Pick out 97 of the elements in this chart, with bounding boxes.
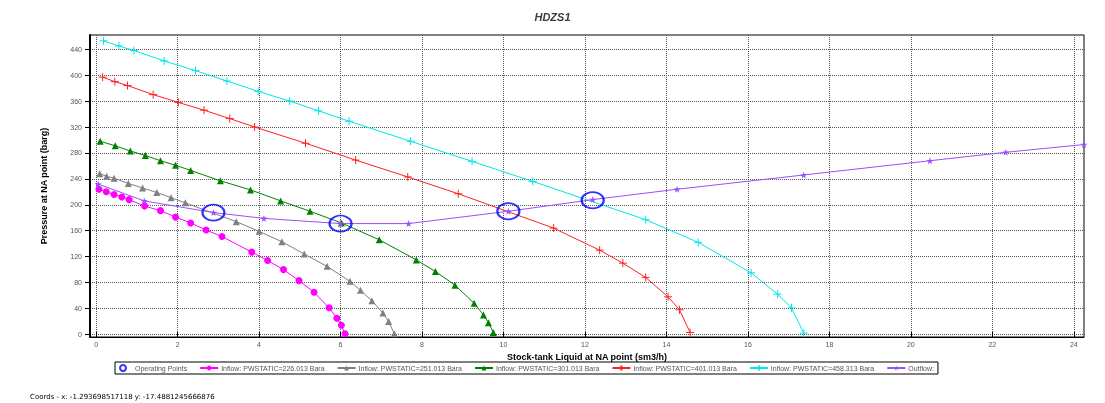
point — [467, 156, 477, 166]
point — [148, 90, 158, 100]
point — [300, 250, 308, 258]
point — [773, 289, 783, 299]
point — [172, 161, 180, 169]
point — [663, 292, 673, 302]
point — [799, 328, 809, 338]
point — [140, 197, 148, 205]
point — [451, 281, 459, 289]
point — [222, 76, 232, 86]
point — [470, 299, 478, 307]
point — [489, 328, 497, 336]
point — [153, 188, 161, 196]
point — [110, 174, 118, 182]
point — [323, 262, 331, 270]
point — [528, 176, 538, 186]
point — [118, 193, 126, 201]
point — [787, 303, 796, 313]
point — [641, 215, 651, 225]
point — [248, 248, 256, 256]
point — [306, 207, 314, 215]
point — [218, 233, 226, 241]
point — [328, 214, 353, 233]
point — [141, 202, 149, 210]
point — [122, 81, 132, 91]
point — [201, 203, 226, 222]
point — [225, 114, 235, 124]
point — [125, 196, 133, 204]
point — [280, 266, 287, 274]
point — [98, 72, 108, 82]
point — [333, 314, 341, 322]
point — [94, 180, 102, 188]
point — [110, 190, 118, 198]
y-axis-title: Pressure at NA point (barg) — [38, 127, 49, 245]
point — [172, 213, 180, 221]
point — [431, 268, 439, 276]
point — [114, 41, 124, 51]
x-axis-title: Stock-tank Liquid at NA point (sm3/h) — [506, 352, 668, 363]
point — [549, 223, 559, 233]
point — [496, 202, 521, 221]
point — [250, 122, 260, 132]
point — [98, 36, 108, 46]
point — [295, 277, 303, 285]
point — [156, 157, 164, 165]
point — [618, 258, 628, 268]
point — [314, 106, 324, 116]
point — [247, 186, 255, 194]
point — [102, 188, 110, 196]
point — [580, 191, 605, 210]
point — [325, 304, 333, 312]
point — [110, 77, 120, 87]
point — [103, 172, 111, 180]
point — [484, 319, 492, 327]
point — [379, 309, 387, 317]
point — [159, 56, 169, 66]
point — [129, 46, 139, 56]
point — [357, 286, 364, 294]
point — [191, 66, 201, 76]
point — [1002, 148, 1010, 156]
point — [337, 321, 345, 329]
point — [278, 238, 286, 246]
point — [344, 116, 354, 126]
point — [674, 305, 684, 315]
point — [285, 96, 295, 106]
point — [341, 330, 349, 338]
point — [685, 327, 695, 337]
point — [187, 166, 195, 174]
point — [480, 311, 488, 319]
point — [96, 137, 104, 145]
point — [368, 297, 376, 305]
point — [346, 277, 354, 285]
point — [385, 317, 393, 325]
point — [301, 138, 310, 148]
point — [693, 237, 703, 247]
point — [926, 157, 934, 165]
point — [800, 171, 808, 179]
point — [124, 179, 132, 187]
point — [673, 185, 681, 193]
point — [141, 152, 149, 160]
point — [199, 105, 209, 115]
point — [595, 245, 605, 255]
point — [167, 194, 175, 202]
point — [187, 219, 195, 227]
point — [310, 288, 318, 296]
point — [453, 189, 463, 199]
point — [173, 97, 183, 107]
point — [253, 86, 263, 96]
point — [403, 172, 413, 182]
point — [264, 257, 272, 265]
point — [746, 268, 756, 278]
point — [351, 155, 361, 165]
point — [641, 272, 651, 282]
point — [255, 227, 263, 235]
point — [406, 136, 416, 146]
point — [156, 207, 164, 215]
point — [126, 147, 134, 155]
chart-title: HDZS1 — [534, 10, 571, 23]
